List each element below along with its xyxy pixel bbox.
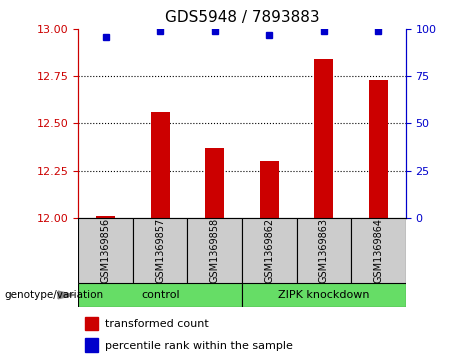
Text: transformed count: transformed count	[105, 319, 208, 329]
Text: GSM1369856: GSM1369856	[100, 218, 111, 283]
Text: percentile rank within the sample: percentile rank within the sample	[105, 341, 292, 351]
Bar	[78, 218, 133, 283]
Bar	[78, 283, 242, 307]
Bar	[242, 283, 406, 307]
Bar	[242, 218, 296, 283]
Bar	[351, 218, 406, 283]
Text: GSM1369862: GSM1369862	[264, 218, 274, 283]
Text: ZIPK knockdown: ZIPK knockdown	[278, 290, 370, 300]
Bar	[96, 216, 115, 218]
Bar	[369, 80, 388, 218]
Title: GDS5948 / 7893883: GDS5948 / 7893883	[165, 10, 319, 25]
Text: genotype/variation: genotype/variation	[5, 290, 104, 300]
Bar	[296, 218, 351, 283]
Bar	[151, 112, 170, 218]
Bar	[260, 161, 279, 218]
Bar	[188, 218, 242, 283]
Text: GSM1369858: GSM1369858	[210, 218, 220, 283]
Bar	[133, 218, 188, 283]
Text: GSM1369857: GSM1369857	[155, 218, 165, 283]
Bar	[314, 59, 333, 218]
Text: GSM1369863: GSM1369863	[319, 218, 329, 283]
Text: GSM1369864: GSM1369864	[373, 218, 384, 283]
Bar	[205, 148, 225, 218]
Bar	[85, 317, 98, 330]
Bar	[85, 338, 98, 352]
Text: control: control	[141, 290, 179, 300]
Polygon shape	[58, 291, 75, 299]
